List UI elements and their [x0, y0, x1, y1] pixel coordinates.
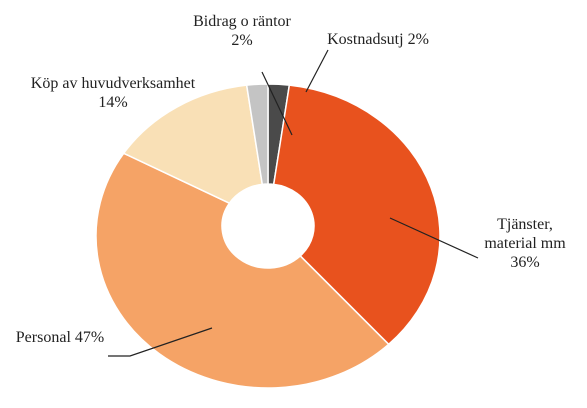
leader-line	[305, 49, 329, 93]
category-name: Personal	[15, 329, 71, 346]
donut-slice	[245, 83, 269, 186]
value-label: 2%	[231, 32, 253, 49]
category-name: Kostnadsutj	[327, 31, 404, 48]
donut-slice	[272, 84, 441, 346]
leader-line	[389, 217, 479, 259]
value-label: 2%	[407, 31, 429, 48]
donut-slice	[95, 152, 390, 389]
slice-label: Personal 47%	[10, 328, 110, 347]
slice-label: Bidrag o räntor 2%	[192, 12, 292, 50]
value-label: 47%	[74, 329, 105, 346]
category-name: Tjänster, material mm	[484, 216, 566, 252]
leader-lines	[108, 49, 479, 357]
slice-label: Tjänster, material mm 36%	[470, 215, 580, 272]
leader-line	[261, 71, 293, 136]
value-label: 36%	[510, 254, 540, 271]
slice-label: Köp av huvudverksamhet 14%	[28, 74, 198, 112]
leader-line	[108, 327, 213, 357]
value-label: 14%	[98, 94, 128, 111]
category-name: Bidrag o räntor	[193, 13, 291, 30]
slice-label: Kostnadsutj 2%	[318, 30, 438, 49]
donut-slice	[122, 84, 264, 205]
category-name: Köp av huvudverksamhet	[30, 75, 196, 92]
